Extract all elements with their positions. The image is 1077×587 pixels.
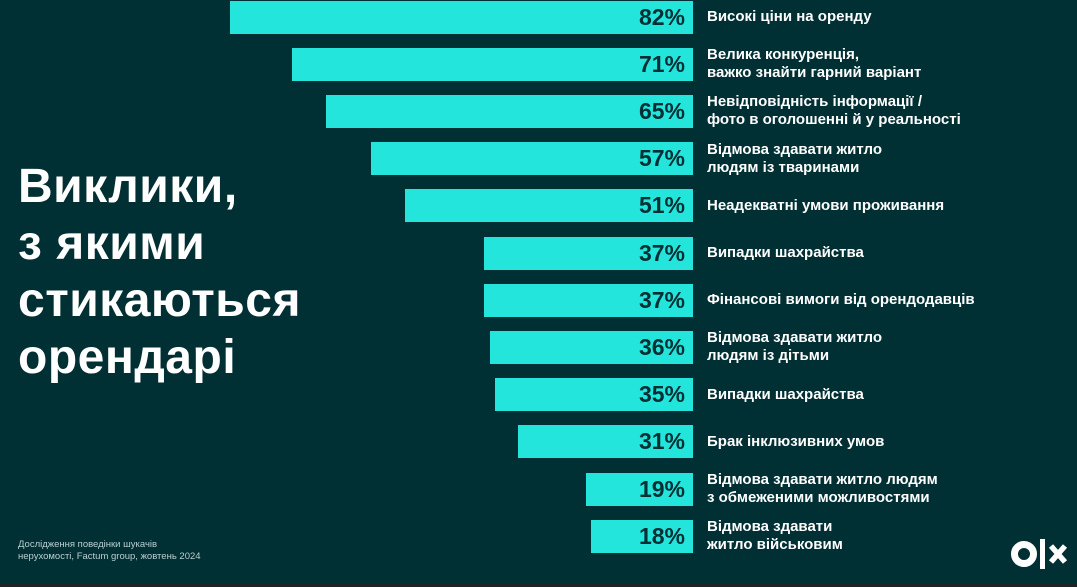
bar [591,519,693,553]
category-label: Випадки шахрайства [707,385,864,403]
value-label: 65% [638,97,685,124]
bottom-strip [0,583,1077,587]
value-label: 37% [638,286,685,313]
category-label: Випадки шахрайства [707,244,864,261]
value-label: 18% [638,522,685,549]
bar [325,94,693,128]
bar [495,378,693,412]
value-label: 36% [638,333,685,360]
category-label: Відмова здавати житло військовим [707,518,843,554]
bar [292,47,693,81]
category-label: Велика конкуренція, важко знайти гарний … [707,46,922,82]
bar [585,472,693,506]
value-label: 31% [638,428,685,455]
value-label: 51% [638,192,685,219]
value-label: 71% [638,50,685,77]
olx-logo [1010,536,1074,577]
category-label: Відмова здавати житло людям із тваринами [707,140,883,176]
value-label: 57% [638,145,685,172]
value-label: 35% [638,381,685,408]
bar [405,189,693,223]
bar [484,283,693,317]
category-label: Високі ціни на оренду [707,8,872,25]
bar [489,330,693,364]
category-label: Відмова здавати житло людям з обмеженими… [707,471,938,506]
bar [230,0,693,34]
category-label: Відмова здавати житло людям із дітьми [707,329,883,365]
category-label: Невідповідність інформації / фото в огол… [707,93,961,129]
page-title: Виклики, з якими стикаються орендарі [18,160,301,384]
category-label: Неадекватні умови проживання [707,196,945,214]
value-label: 37% [638,239,685,266]
bar [371,142,693,176]
category-label: Брак інклюзивних умов [707,432,885,450]
bar [484,236,693,270]
value-label: 82% [638,3,685,30]
value-label: 19% [638,475,685,502]
category-label: Фінансові вимоги від орендодавців [707,291,975,309]
source-note: Дослідження поведінки шукачів нерухомост… [18,539,201,562]
bar [517,425,693,459]
